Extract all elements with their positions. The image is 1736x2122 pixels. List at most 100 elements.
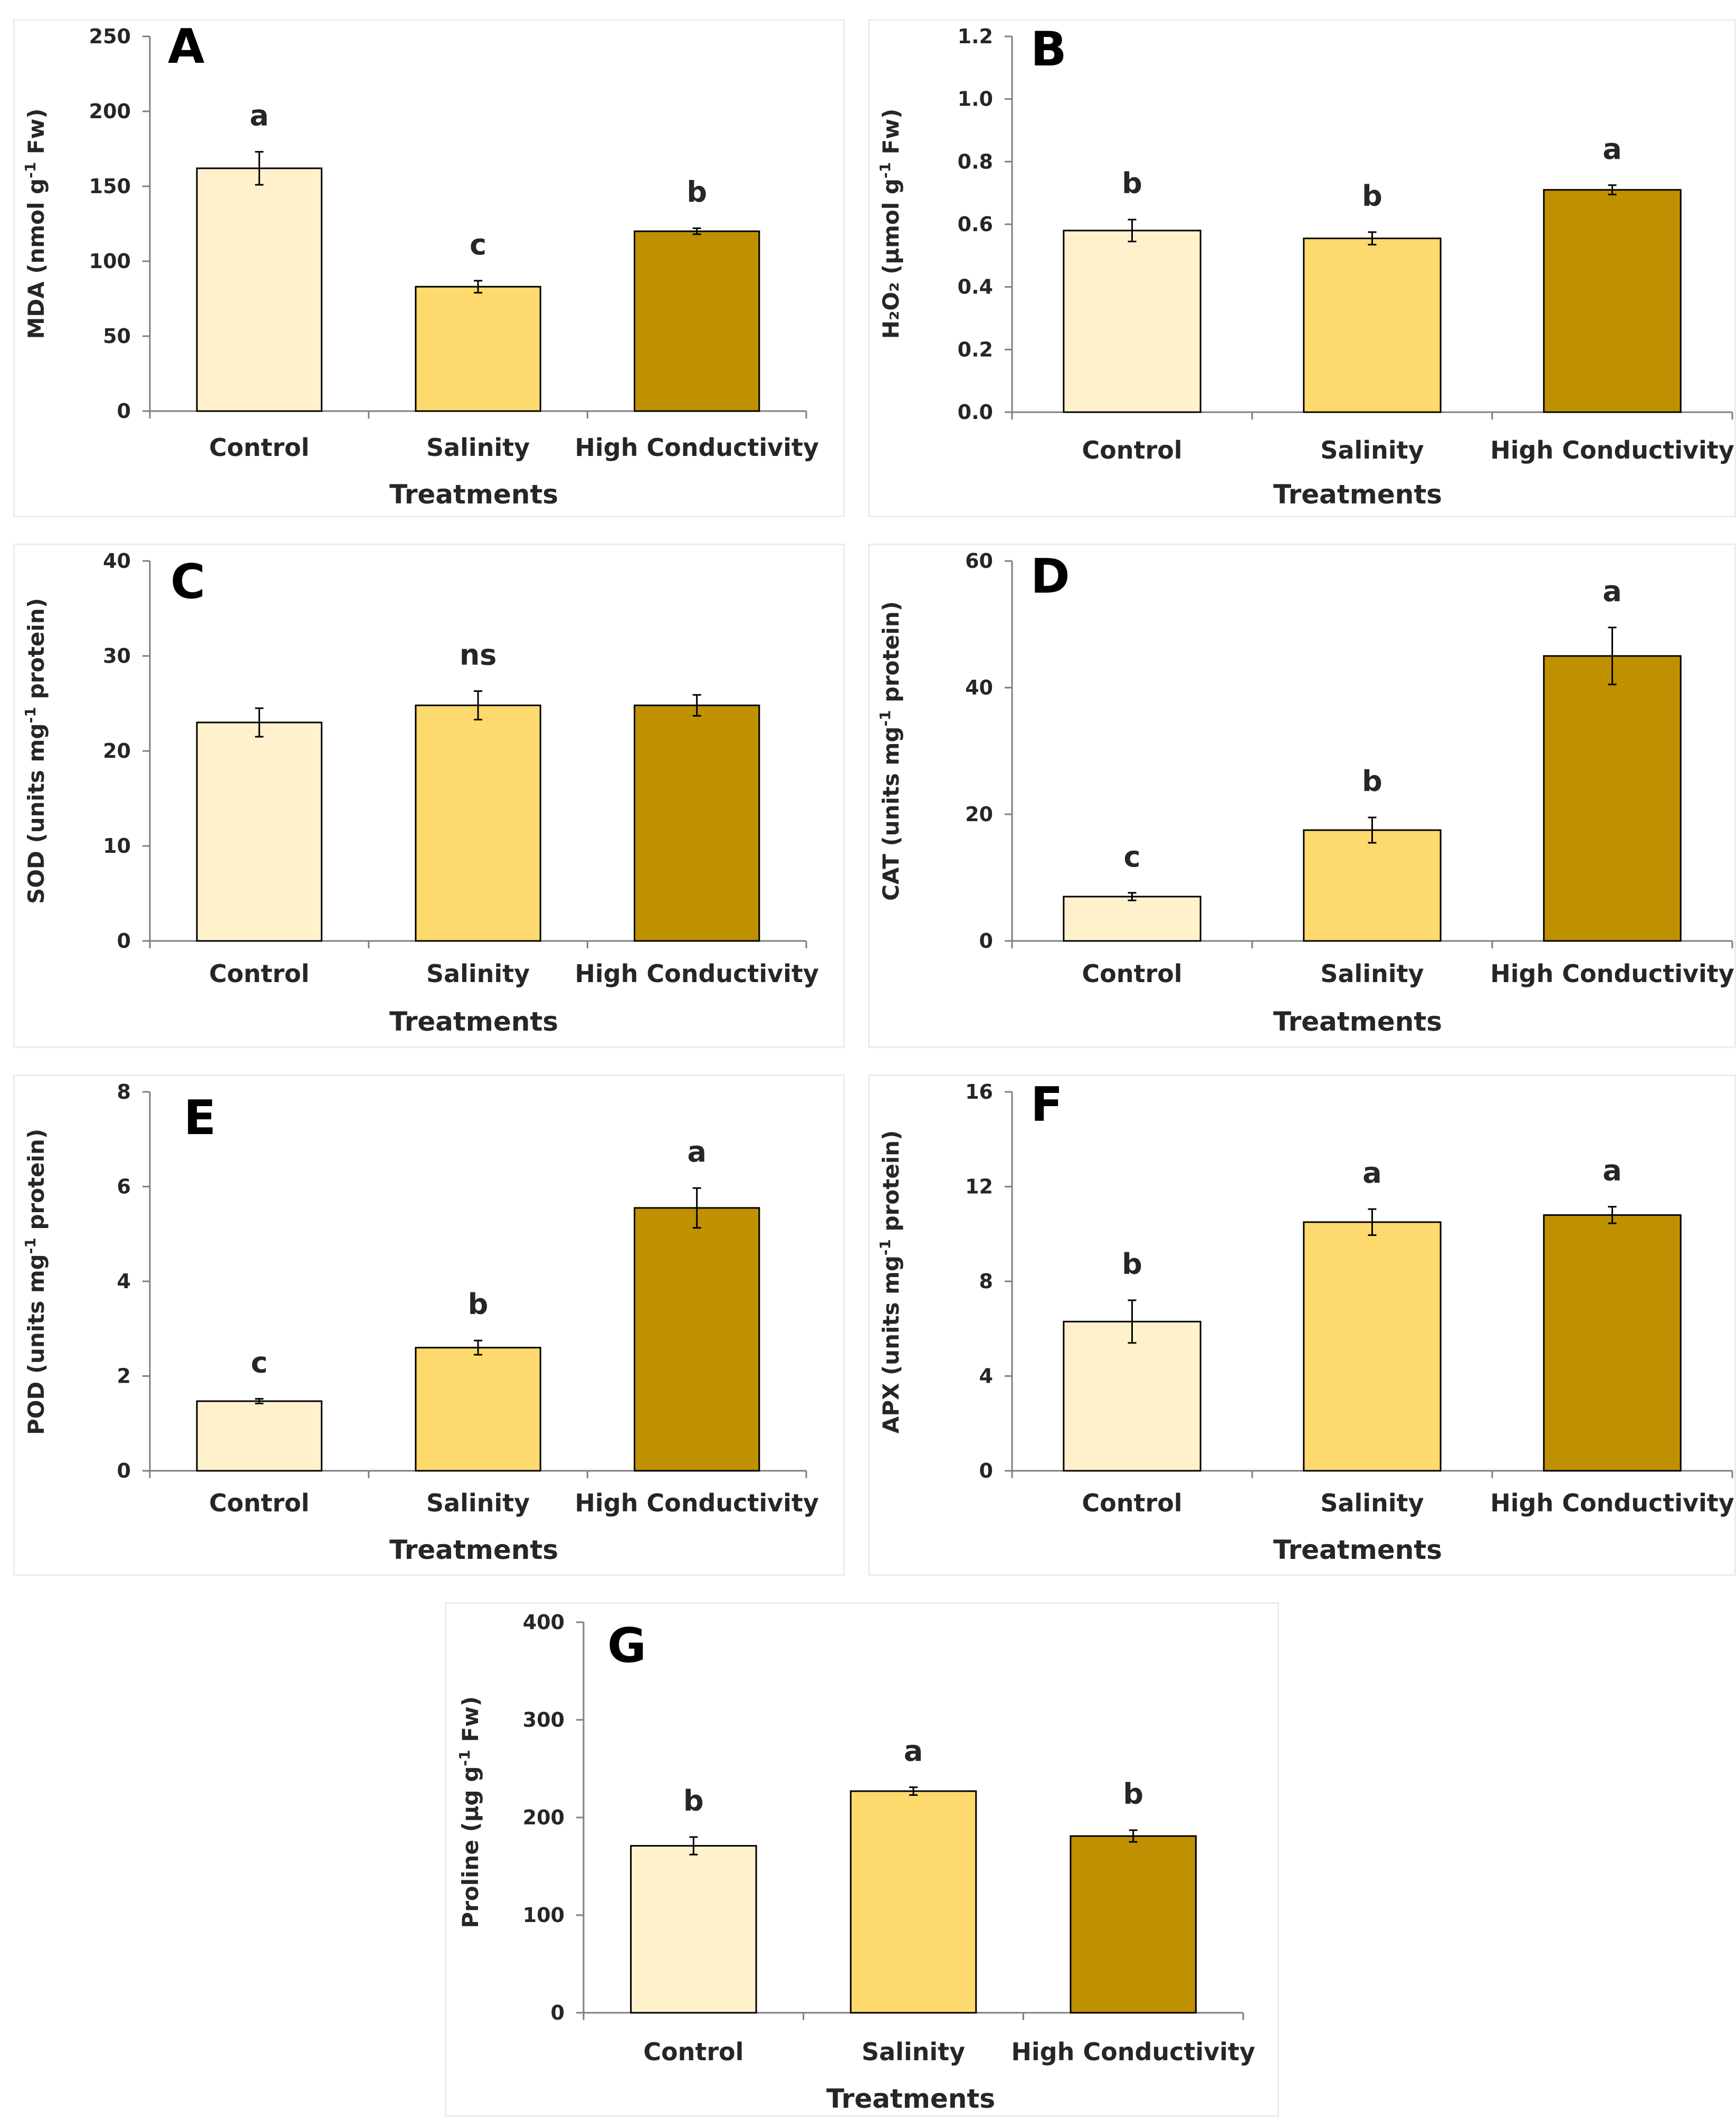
bar-salinity — [850, 1790, 977, 2014]
y-tick-label: 50 — [103, 325, 131, 348]
y-tick-label: 0 — [979, 929, 993, 953]
y-tick-label: 30 — [103, 644, 131, 668]
y-tick-label: 100 — [89, 250, 131, 273]
y-tick-label: 8 — [117, 1080, 131, 1103]
x-category-label: High Conductivity — [575, 959, 819, 988]
bar-high-conductivity — [1543, 1214, 1682, 1472]
chart-f: 0 4 8 12 16 b Control a Salinity a High Conductivi… — [876, 1077, 1734, 1565]
panel-d: 0 20 40 60 c Control b Salinity a High Conductivi… — [868, 544, 1736, 1048]
x-category-label: Salinity — [1320, 436, 1424, 464]
x-category-label: Control — [1082, 436, 1182, 464]
chart-e: 0 2 4 6 8 c Control b Salinity a High Conductivity… — [22, 1080, 819, 1565]
y-tick-label: 1.0 — [958, 88, 993, 111]
y-axis-title: CAT (units mg-1 protein) — [876, 601, 904, 901]
bar-control — [630, 1845, 757, 2014]
y-tick-label: 20 — [103, 739, 131, 763]
bar-salinity — [415, 286, 541, 412]
y-tick-label: 0.2 — [958, 338, 993, 361]
y-tick-label: 0 — [117, 1459, 131, 1482]
bar-salinity — [1303, 237, 1442, 413]
bar-control — [1063, 1320, 1201, 1472]
panel-a: 0 50 100 150 200 250 a Control c Salinity b High Co… — [13, 19, 845, 517]
chart-b: 0.0 0.2 0.4 0.6 0.8 1.0 1.2 b Control b Salinity a H… — [876, 22, 1734, 510]
y-tick-label: 10 — [103, 834, 131, 858]
significance-letter: a — [1362, 1156, 1381, 1190]
significance-letter: a — [1603, 1154, 1621, 1187]
y-tick-label: 4 — [979, 1365, 993, 1388]
y-tick-label: 400 — [523, 1611, 565, 1634]
x-category-label: Salinity — [426, 433, 530, 462]
x-axis-title: Treatments — [389, 1535, 558, 1565]
significance-letter: b — [1362, 179, 1382, 213]
y-tick-label: 16 — [965, 1080, 993, 1103]
x-axis-title: Treatments — [389, 479, 558, 510]
y-tick-label: 60 — [965, 549, 993, 573]
y-tick-label: 4 — [117, 1270, 131, 1293]
significance-letter: a — [687, 1135, 706, 1168]
significance-letter: b — [1362, 765, 1382, 798]
y-tick-label: 200 — [523, 1806, 565, 1829]
y-tick-label: 0.6 — [958, 213, 993, 236]
y-axis-title: SOD (units mg-1 protein) — [22, 598, 49, 904]
x-category-label: Salinity — [1320, 959, 1424, 988]
y-axis-title: H₂O₂ (µmol g-1 Fw) — [876, 109, 904, 339]
y-tick-label: 40 — [103, 549, 131, 573]
x-category-label: Salinity — [426, 959, 530, 988]
panel-letter: C — [170, 554, 205, 610]
significance-letter: b — [1123, 1777, 1143, 1811]
x-category-label: Salinity — [426, 1489, 530, 1517]
x-axis-title: Treatments — [826, 2083, 995, 2114]
x-category-label: Control — [209, 433, 309, 462]
bar-salinity — [1303, 829, 1442, 942]
bar-control — [196, 1400, 323, 1472]
significance-letter: b — [683, 1784, 704, 1818]
x-category-label: Control — [1082, 1489, 1182, 1517]
panel-c: 0 10 20 30 40 Control ns Salinity High Conductiv… — [13, 544, 845, 1048]
panel-e: 0 2 4 6 8 c Control b Salinity a High Conductivity… — [13, 1074, 845, 1576]
x-axis-title: Treatments — [1273, 479, 1442, 510]
bar-high-conductivity — [1543, 189, 1682, 413]
x-category-label: Salinity — [1320, 1489, 1424, 1517]
x-category-label: High Conductivity — [575, 433, 819, 462]
x-category-label: Salinity — [862, 2038, 965, 2066]
bar-salinity — [415, 705, 541, 942]
y-tick-label: 8 — [979, 1270, 993, 1293]
y-tick-label: 1.2 — [958, 25, 993, 48]
panel-g: 0 100 200 300 400 b Control a Salinity b High Cond… — [445, 1602, 1279, 2117]
panel-letter: B — [1031, 22, 1067, 77]
bar-control — [1063, 896, 1201, 942]
bar-high-conductivity — [633, 230, 760, 412]
y-tick-label: 0 — [551, 2001, 565, 2024]
x-category-label: High Conductivity — [575, 1489, 819, 1517]
y-tick-label: 200 — [89, 100, 131, 123]
y-tick-label: 250 — [89, 25, 131, 48]
y-tick-label: 100 — [523, 1904, 565, 1927]
significance-letter: b — [1122, 1248, 1142, 1281]
x-axis-title: Treatments — [1273, 1535, 1442, 1565]
chart-c: 0 10 20 30 40 Control ns Salinity High Conductiv… — [22, 549, 819, 1037]
y-axis-title: APX (units mg-1 protein) — [876, 1130, 904, 1434]
x-category-label: Control — [209, 959, 309, 988]
y-tick-label: 0 — [117, 929, 131, 953]
chart-g: 0 100 200 300 400 b Control a Salinity b High Cond… — [456, 1611, 1255, 2114]
y-tick-label: 0 — [979, 1459, 993, 1482]
x-category-label: High Conductivity — [1490, 959, 1734, 988]
y-tick-label: 150 — [89, 175, 131, 198]
x-category-label: High Conductivity — [1490, 436, 1734, 464]
bar-control — [1063, 230, 1201, 413]
bar-high-conductivity — [633, 705, 760, 942]
y-tick-label: 300 — [523, 1708, 565, 1731]
y-tick-label: 0 — [117, 399, 131, 423]
chart-d: 0 20 40 60 c Control b Salinity a High Conductivi… — [876, 549, 1734, 1037]
x-category-label: Control — [209, 1489, 309, 1517]
bar-control — [196, 721, 323, 942]
significance-letter: b — [686, 176, 707, 209]
bar-control — [196, 167, 323, 412]
significance-letter: c — [470, 228, 487, 261]
y-tick-label: 6 — [117, 1175, 131, 1198]
significance-letter: a — [904, 1735, 923, 1768]
significance-letter: c — [1123, 840, 1140, 873]
panel-letter: G — [607, 1618, 646, 1673]
x-category-label: High Conductivity — [1011, 2038, 1255, 2066]
x-category-label: Control — [1082, 959, 1182, 988]
